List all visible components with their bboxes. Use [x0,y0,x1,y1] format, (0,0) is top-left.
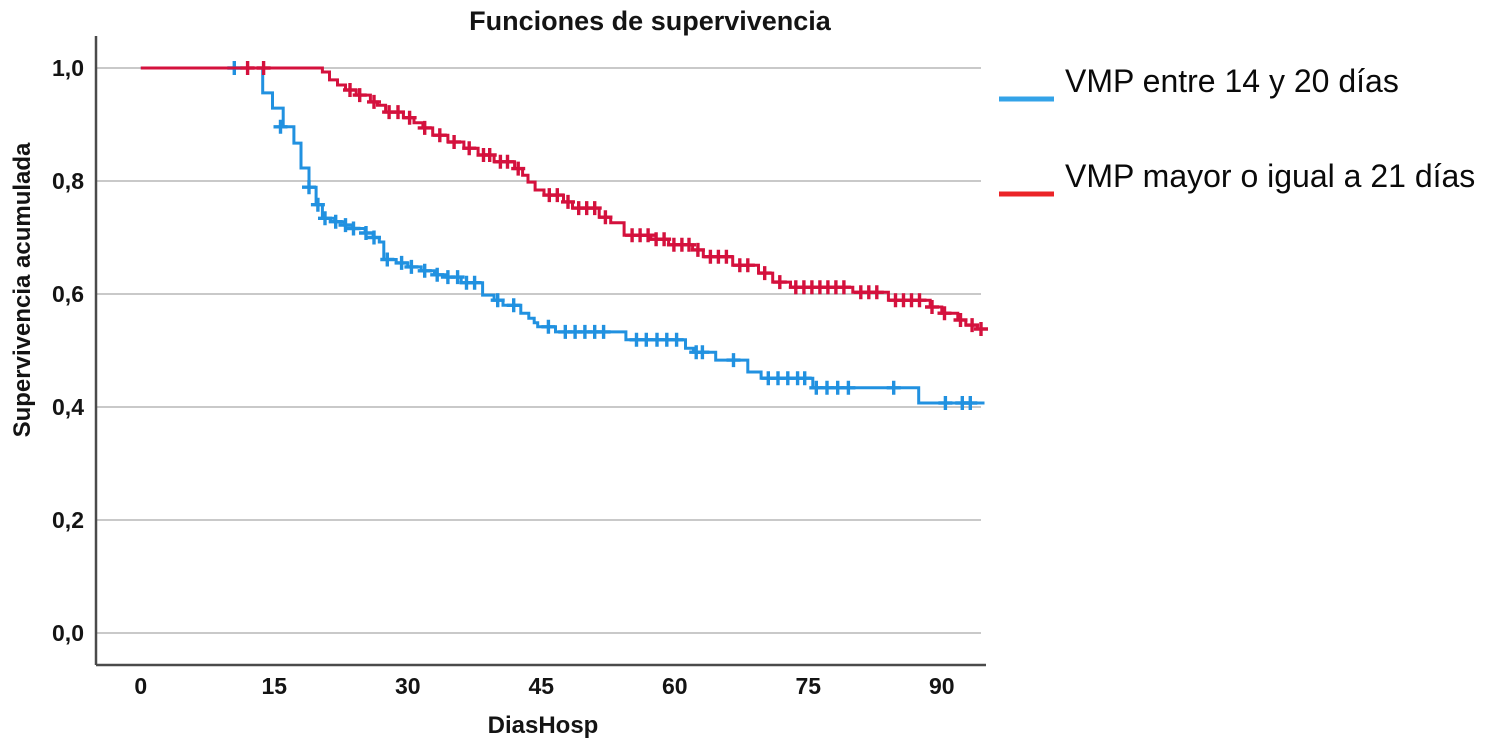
censor-mark [273,119,288,134]
censor-mark [726,353,741,368]
gridlines [96,67,981,634]
censor-mark [402,110,417,125]
censor-mark [343,83,357,97]
censor-mark [467,275,482,290]
censor-mark [447,135,462,149]
censor-mark [641,228,656,243]
y-tick-label: 0,6 [52,281,84,307]
censor-mark [430,267,445,282]
x-tick-label: 0 [134,673,147,699]
censor-mark [719,249,734,264]
censor-mark [965,318,980,333]
censor-mark [256,61,271,75]
censor-mark [587,201,602,216]
censor-mark [841,380,856,395]
censor-mark [367,230,381,245]
censor-mark [938,396,953,410]
censor-mark [359,226,373,240]
legend-item: VMP entre 14 y 20 días [999,63,1399,102]
x-tick-label: 15 [262,673,288,699]
censor-mark [963,396,978,410]
y-tick-label: 0,2 [52,507,84,533]
legend-label: VMP entre 14 y 20 días [1065,63,1399,99]
censor-mark [657,232,672,247]
censor-mark [757,266,772,281]
survival-curve-1 [140,66,985,331]
censor-mark [561,194,575,209]
x-tick-label: 75 [796,673,822,699]
legend-label: VMP mayor o igual a 21 días [1065,158,1475,194]
censor-mark [462,141,477,156]
y-tick-label: 1,0 [52,55,84,81]
censor-mark [682,237,696,252]
censor-mark [869,285,884,300]
censor-mark [391,105,405,120]
censor-mark [695,345,710,360]
censor-mark [404,259,419,274]
survival-curves [140,61,988,410]
censor-mark [490,293,505,308]
legend: VMP entre 14 y 20 días VMP mayor o igual … [999,63,1475,197]
censor-mark [953,313,968,327]
censor-mark [346,221,361,236]
censor-mark [740,258,755,273]
censor-mark [506,298,521,313]
censor-mark [338,218,353,233]
censor-mark [318,211,332,226]
censor-mark [417,263,432,278]
x-tick-label: 30 [395,673,421,699]
censor-mark [690,242,705,257]
censor-mark [394,255,409,270]
chart-title: Funciones de supervivencia [469,6,832,36]
censor-mark [886,380,901,395]
x-tick-label: 90 [929,673,955,699]
censor-mark [328,214,343,229]
censor-mark [836,280,851,295]
censor-mark [380,252,395,267]
axes [94,36,986,667]
censor-mark [302,180,316,195]
y-tick-label: 0,8 [52,168,84,194]
censor-mark [772,275,787,290]
censor-mark [925,300,939,314]
censor-mark [598,210,613,225]
censor-mark [367,94,381,109]
x-axis-label: DiasHosp [488,712,599,739]
censor-mark [500,154,515,169]
censor-mark [912,293,927,308]
censor-mark [797,371,812,386]
legend-item: VMP mayor o igual a 21 días [999,158,1475,197]
censor-mark [669,332,684,347]
survival-curve-0 [140,66,985,405]
y-axis-label: Supervivencia acumulada [9,142,36,437]
y-tick-label: 0,0 [52,620,84,646]
censor-mark [937,306,952,321]
censor-mark [432,128,447,143]
censor-mark [310,197,325,212]
censor-mark [240,61,255,75]
censor-mark [482,148,497,162]
tick-labels: 0,0 0,2 0,4 0,6 0,8 1,0 0 15 30 45 60 75 90 [52,55,955,699]
censor-mark [417,120,432,135]
censor-mark [450,270,465,285]
censor-mark [974,322,988,336]
censor-mark [352,88,367,103]
x-tick-label: 60 [662,673,688,699]
x-tick-label: 45 [529,673,555,699]
censor-mark [541,319,556,334]
y-tick-label: 0,4 [52,394,84,420]
censor-mark [596,324,611,339]
censor-mark [511,161,526,176]
censor-mark [550,188,565,203]
